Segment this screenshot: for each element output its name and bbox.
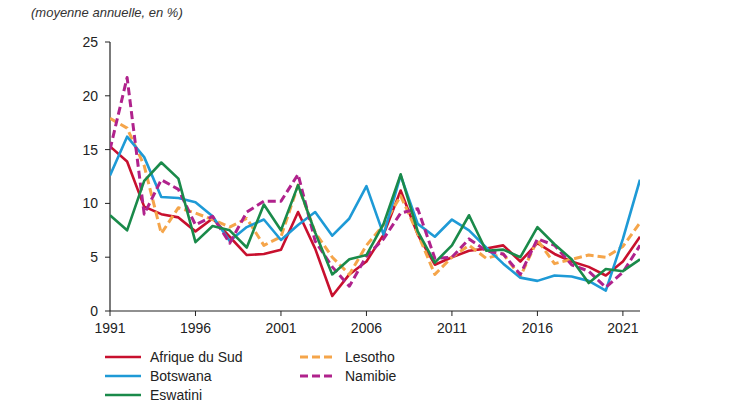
x-tick-label: 1996	[180, 320, 211, 336]
x-tick	[195, 311, 196, 316]
y-tick-label: 10	[82, 195, 98, 211]
legend-label: Botswana	[150, 368, 212, 384]
legend-label: Namibie	[345, 368, 397, 384]
x-tick	[366, 311, 367, 316]
series-line	[110, 78, 640, 288]
y-tick	[105, 203, 110, 204]
x-axis	[110, 310, 640, 311]
x-tick	[537, 311, 538, 316]
x-tick	[451, 311, 452, 316]
x-tick-label: 2006	[351, 320, 382, 336]
y-tick	[105, 311, 110, 312]
y-tick	[105, 149, 110, 150]
y-axis	[109, 42, 110, 311]
legend-swatch	[105, 356, 141, 359]
x-tick	[280, 311, 281, 316]
x-tick-label: 2001	[265, 320, 296, 336]
y-tick-label: 20	[82, 88, 98, 104]
legend-swatch	[300, 375, 336, 378]
chart: (moyenne annuelle, en %) 0 5 10 15 20 25 1991 19…	[0, 0, 730, 410]
x-tick-label: 1991	[94, 320, 125, 336]
legend-label: Lesotho	[345, 349, 395, 365]
legend-swatch	[105, 394, 141, 397]
legend-label: Afrique du Sud	[150, 349, 243, 365]
x-tick	[622, 311, 623, 316]
y-tick-label: 15	[82, 142, 98, 158]
y-tick-label: 0	[90, 303, 98, 319]
y-tick-label: 25	[82, 34, 98, 50]
y-tick	[105, 42, 110, 43]
plot-area	[110, 78, 640, 296]
subtitle: (moyenne annuelle, en %)	[31, 5, 183, 20]
y-tick	[105, 257, 110, 258]
x-tick-label: 2011	[437, 320, 467, 336]
x-tick	[110, 311, 111, 316]
series-line	[110, 146, 640, 296]
series-line	[110, 163, 640, 284]
x-tick-label: 2016	[522, 320, 553, 336]
series-line	[110, 137, 640, 291]
y-tick-label: 5	[90, 249, 98, 265]
legend-swatch	[105, 375, 141, 378]
y-tick	[105, 95, 110, 96]
legend-label: Eswatini	[150, 387, 202, 403]
legend-swatch	[300, 356, 336, 359]
x-tick-label: 2021	[607, 320, 638, 336]
